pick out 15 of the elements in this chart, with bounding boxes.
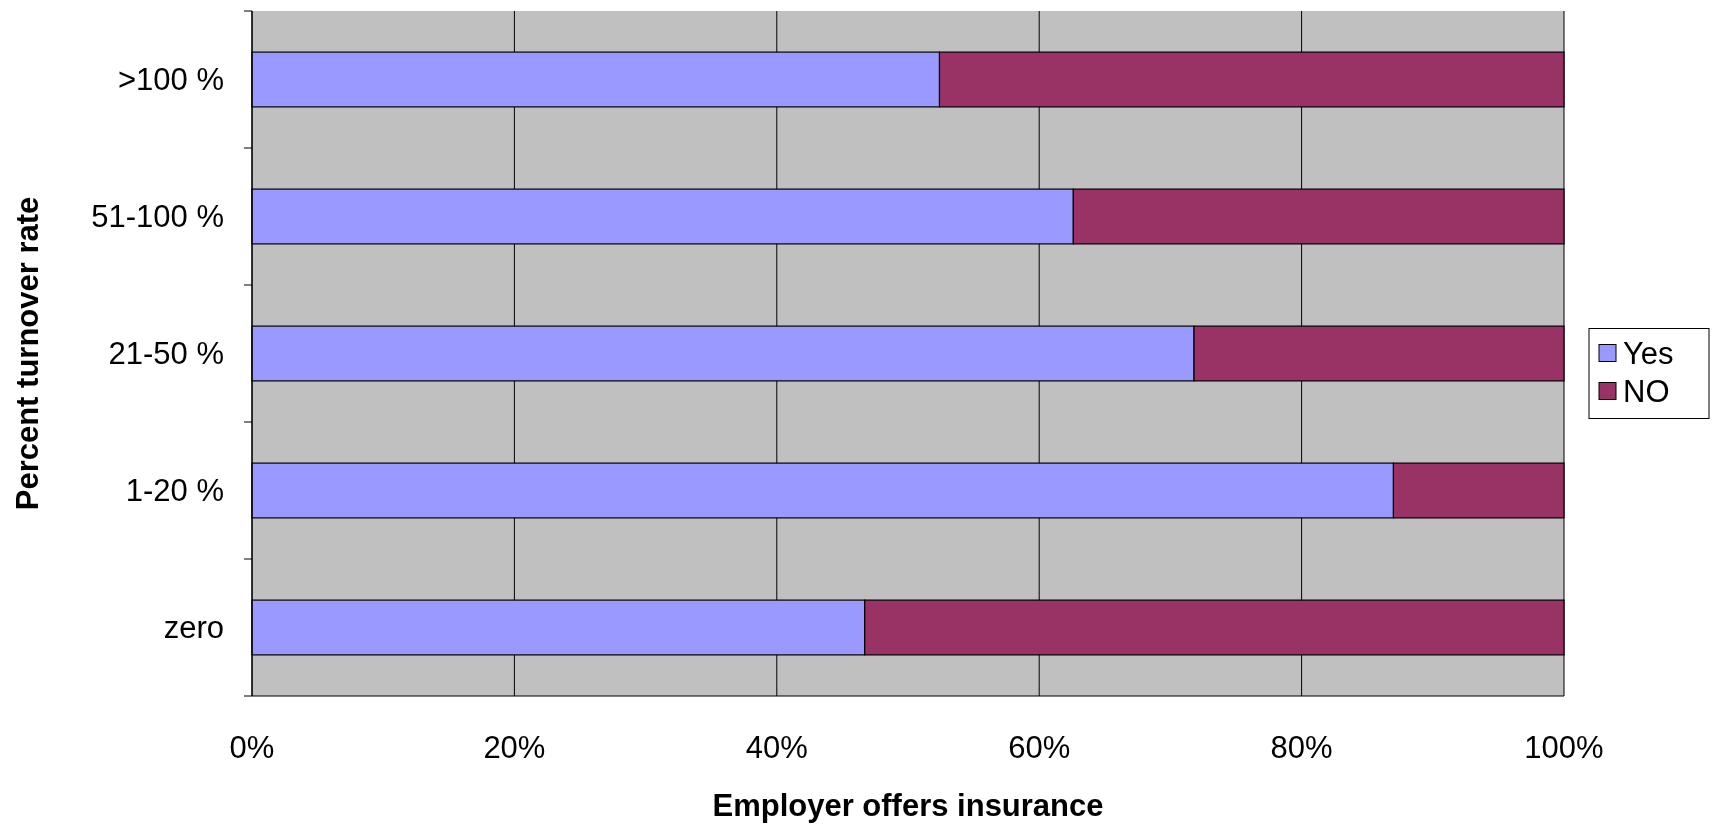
y-tick-label: 21-50 %: [108, 336, 224, 372]
legend-label: Yes: [1623, 336, 1674, 372]
y-tick-label: 51-100 %: [91, 199, 224, 235]
legend-label: NO: [1623, 374, 1670, 410]
y-tick-label: >100 %: [117, 62, 224, 98]
x-tick-label: 40%: [745, 730, 808, 765]
x-tick-label: 20%: [483, 730, 546, 765]
y-tick-label: zero: [163, 610, 224, 646]
x-axis-title: Employer offers insurance: [712, 788, 1104, 823]
y-axis-title: Percent turnover rate: [10, 196, 45, 511]
x-tick-label: 0%: [229, 730, 275, 765]
y-tick-label: 1-20 %: [125, 473, 224, 509]
x-tick-label: 60%: [1008, 730, 1071, 765]
x-tick-label: 80%: [1270, 730, 1333, 765]
x-tick-label: 100%: [1524, 730, 1604, 765]
